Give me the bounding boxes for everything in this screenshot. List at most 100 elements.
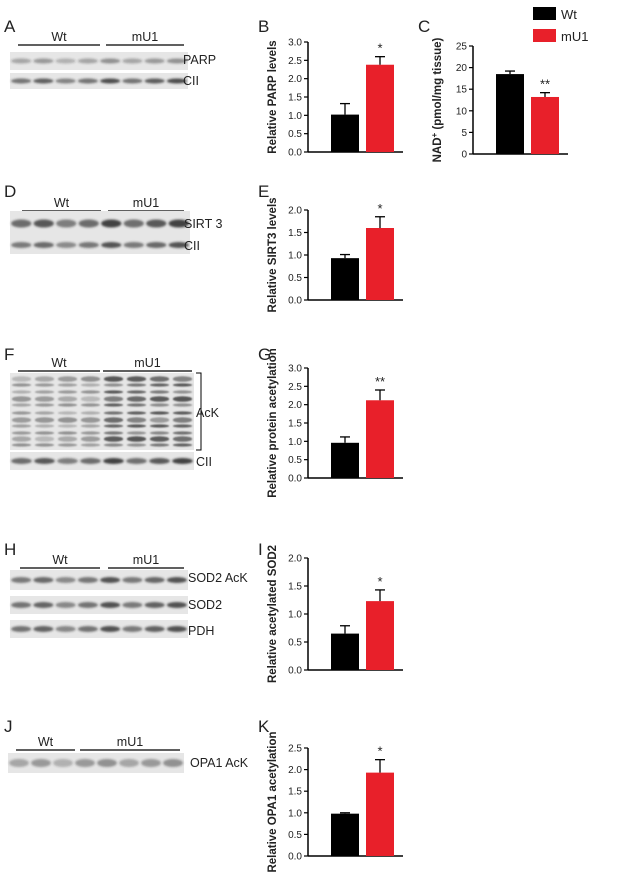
- bar-charts: 0.0 0.5 1.0 1.5 2.0 2.5 3.0 Relative PARP level…: [267, 37, 568, 873]
- bar-mu1: [366, 228, 394, 300]
- band-label: CII: [184, 239, 200, 253]
- y-tick-label: 0.0: [288, 852, 302, 863]
- y-tick-label: 0.0: [288, 666, 302, 677]
- y-tick-label: 1.0: [288, 437, 302, 448]
- band-label: SOD2: [188, 598, 222, 612]
- blot-j: Wt mU1 OPA1 AcK: [8, 735, 249, 773]
- chart-e: 0.0 0.5 1.0 1.5 2.0 Relative SIRT3 levels *: [267, 197, 403, 313]
- y-axis-label: Relative protein acetylation: [267, 348, 279, 498]
- blot-strip: [10, 211, 190, 236]
- band-label: AcK: [196, 406, 220, 420]
- group-label-mu1: mU1: [132, 30, 158, 44]
- panel-label-f: F: [4, 345, 14, 364]
- group-label-wt: Wt: [38, 735, 54, 749]
- blot-strip: [10, 570, 188, 590]
- group-label-wt: Wt: [51, 356, 67, 370]
- group-label-wt: Wt: [54, 196, 70, 210]
- significance-marker: *: [377, 574, 382, 589]
- smear-bracket: [196, 372, 202, 451]
- legend: Wt mU1: [533, 7, 588, 44]
- group-label-mu1: mU1: [134, 356, 160, 370]
- bar-wt: [331, 633, 359, 670]
- group-label-mu1: mU1: [133, 196, 159, 210]
- bar-wt: [331, 258, 359, 300]
- blot-strip: [10, 596, 188, 614]
- blot-h: Wt mU1 SOD2 AcK SOD2 PDH: [10, 553, 248, 638]
- y-tick-label: 0.5: [288, 638, 302, 649]
- western-blots: Wt mU1 PARP CII Wt mU1 SIRT 3 CII Wt mU1 AcK CII Wt m…: [8, 30, 249, 773]
- y-tick-label: 3.0: [288, 364, 302, 375]
- band-label: PARP: [183, 53, 216, 67]
- panel-label-e: E: [258, 182, 269, 201]
- y-tick-label: 20: [456, 63, 468, 74]
- blot-f: Wt mU1 AcK CII: [10, 356, 220, 470]
- significance-marker: *: [377, 41, 382, 56]
- significance-marker: *: [377, 744, 382, 759]
- group-label-wt: Wt: [52, 553, 68, 567]
- y-axis-label: Relative OPA1 acetylation: [267, 731, 279, 872]
- y-tick-label: 0.5: [288, 455, 302, 466]
- y-tick-label: 1.5: [288, 228, 302, 239]
- legend-swatch-mu1: [533, 29, 556, 42]
- y-tick-label: 0.0: [288, 474, 302, 485]
- blot-strip: [10, 73, 188, 89]
- y-tick-label: 2.5: [288, 56, 302, 67]
- y-tick-label: 1.5: [288, 787, 302, 798]
- panel-label-d: D: [4, 182, 16, 201]
- panel-label-a: A: [4, 17, 16, 36]
- band-label: CII: [196, 455, 212, 469]
- y-tick-label: 0.5: [288, 129, 302, 140]
- bar-wt: [331, 813, 359, 856]
- y-tick-label: 1.0: [288, 610, 302, 621]
- chart-k: 0.0 0.5 1.0 1.5 2.0 2.5 Relative OPA1 acetylat…: [267, 731, 403, 873]
- y-tick-label: 2.0: [288, 206, 302, 217]
- y-axis-label: Relative SIRT3 levels: [267, 197, 279, 312]
- significance-marker: **: [540, 77, 550, 92]
- bar-mu1: [366, 400, 394, 478]
- bar-mu1: [366, 601, 394, 670]
- chart-i: 0.0 0.5 1.0 1.5 2.0 Relative acetylated SOD2 *: [267, 545, 403, 683]
- y-axis-label: NAD+ (pmol/mg tissue): [430, 37, 445, 162]
- y-tick-label: 3.0: [288, 38, 302, 49]
- group-label-wt: Wt: [51, 30, 67, 44]
- y-tick-label: 1.5: [288, 582, 302, 593]
- band-label: OPA1 AcK: [190, 756, 249, 770]
- chart-g: 0.0 0.5 1.0 1.5 2.0 2.5 3.0 Relative protein ac…: [267, 348, 403, 498]
- bar-mu1: [531, 96, 559, 154]
- y-tick-label: 2.0: [288, 400, 302, 411]
- group-label-mu1: mU1: [117, 735, 143, 749]
- blot-strip: [10, 236, 190, 254]
- bar-wt: [496, 74, 524, 154]
- chart-c: 0 5 10 15 20 25 NAD+ (pmol/mg tissue) **: [430, 37, 568, 162]
- y-tick-label: 15: [456, 85, 468, 96]
- y-tick-label: 2.5: [288, 382, 302, 393]
- panel-label-j: J: [4, 717, 13, 736]
- blot-d: Wt mU1 SIRT 3 CII: [10, 196, 222, 254]
- band-label: PDH: [188, 624, 214, 638]
- y-tick-label: 2.0: [288, 554, 302, 565]
- band-label: CII: [183, 74, 199, 88]
- legend-label-wt: Wt: [561, 7, 577, 22]
- y-tick-label: 0: [461, 150, 467, 161]
- y-tick-label: 1.5: [288, 419, 302, 430]
- blot-strip: [8, 753, 184, 773]
- y-axis-label: Relative PARP levels: [267, 40, 279, 153]
- significance-marker: **: [375, 374, 385, 389]
- bar-wt: [331, 442, 359, 478]
- panel-label-g: G: [258, 345, 271, 364]
- y-tick-label: 2.0: [288, 74, 302, 85]
- bar-mu1: [366, 772, 394, 856]
- y-tick-label: 10: [456, 106, 468, 117]
- panel-label-i: I: [258, 540, 263, 559]
- blot-strip: [10, 52, 188, 70]
- y-tick-label: 25: [456, 42, 468, 53]
- y-axis-label: Relative acetylated SOD2: [267, 545, 279, 683]
- y-tick-label: 2.0: [288, 765, 302, 776]
- panel-label-c: C: [418, 17, 430, 36]
- blot-strip: [10, 373, 194, 450]
- blot-a: Wt mU1 PARP CII: [10, 30, 216, 89]
- panel-label-b: B: [258, 17, 269, 36]
- bar-mu1: [366, 64, 394, 152]
- y-tick-label: 0.5: [288, 830, 302, 841]
